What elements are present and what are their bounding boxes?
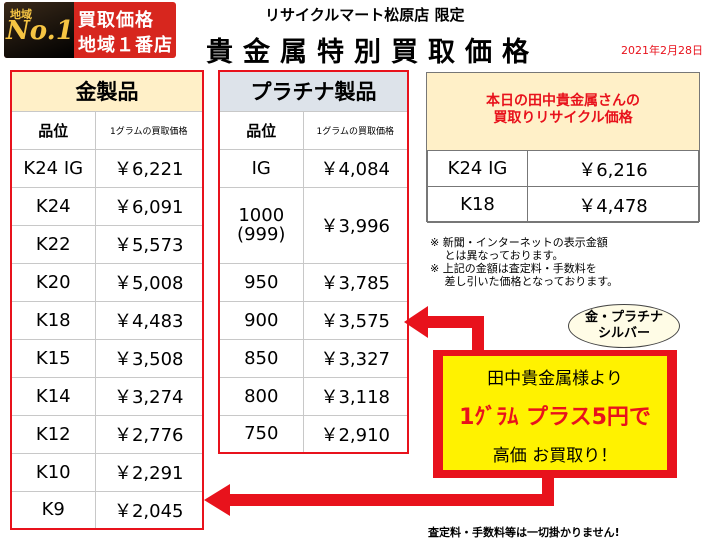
platinum-price-cell: ￥3,996: [302, 186, 409, 264]
platinum-price-cell: ￥3,785: [302, 262, 409, 302]
platinum-price-cell: ￥2,910: [302, 414, 409, 454]
tanaka-heading-line1: 本日の田中貴金属さんの: [486, 93, 640, 109]
gold-price-cell: ￥4,483: [94, 300, 204, 340]
note-line: 差し引いた価格となっております。: [430, 275, 619, 288]
platinum-price-cell: ￥3,327: [302, 338, 409, 378]
promo-line1: 田中貴金属様より: [487, 369, 623, 389]
gold-purity-cell: K24: [10, 186, 96, 226]
promo-box: 田中貴金属様より 1ｸﾞﾗﾑ プラス5円で 高価 お買取り！: [433, 350, 677, 478]
note-line: ※ 新聞・インターネットの表示金額: [430, 236, 608, 249]
gold-purity-cell: K12: [10, 414, 96, 454]
platinum-purity-cell: 850: [218, 338, 304, 378]
gold-price-cell: ￥5,008: [94, 262, 204, 302]
bubble-line1: 金・プラチナ: [584, 310, 663, 325]
gold-price-cell: ￥2,045: [94, 490, 204, 530]
tanaka-reference-box: 本日の田中貴金属さんの 買取りリサイクル価格 K24 IG ￥6,216 K18 ￥…: [426, 72, 700, 223]
promo-line2: 1ｸﾞﾗﾑ プラス5円で: [459, 405, 651, 430]
footer-note: 査定料・手数料等は一切掛かりません!: [428, 526, 620, 539]
badge-line2: 地域１番店: [78, 35, 173, 56]
notes: ※ 新聞・インターネットの表示金額 とは異なっております。 ※ 上記の金額は査定…: [430, 236, 618, 288]
tanaka-purity-cell: K24 IG: [427, 150, 528, 187]
ranking-badge: 地域 No.1 買取価格 地域１番店: [4, 2, 176, 58]
tanaka-price-cell: ￥4,478: [527, 186, 699, 223]
gold-purity-cell: K20: [10, 262, 96, 302]
no1-emblem: 地域 No.1: [4, 2, 74, 58]
gold-purity-cell: K18: [10, 300, 96, 340]
gold-price-table: 金製品 品位 1グラムの買取価格 K24 IG ￥6,221 K24 ￥6,091 …: [10, 70, 204, 530]
platinum-purity-cell: 800: [218, 376, 304, 416]
note-line: とは異なっております。: [430, 249, 564, 262]
gold-price-cell: ￥6,091: [94, 186, 204, 226]
promo-line3: 高価 お買取り！: [492, 446, 618, 466]
gold-category-header: 金製品: [10, 70, 204, 112]
platinum-purity-cell: 750: [218, 414, 304, 454]
tanaka-purity-cell: K18: [427, 186, 528, 223]
page-title: 貴金属特別買取価格: [206, 37, 539, 68]
gold-price-cell: ￥3,274: [94, 376, 204, 416]
platinum-price-cell: ￥3,118: [302, 376, 409, 416]
platinum-category-header: プラチナ製品: [218, 70, 409, 112]
tanaka-price-cell: ￥6,216: [527, 150, 699, 187]
gold-price-cell: ￥2,776: [94, 414, 204, 454]
date-label: 2021年2月28日: [621, 44, 703, 57]
arrow-to-gold-k9: [204, 476, 554, 516]
platinum-price-cell: ￥3,575: [302, 300, 409, 340]
gold-price-cell: ￥2,291: [94, 452, 204, 492]
metal-bubble: 金・プラチナ シルバー: [568, 304, 680, 348]
arrow-to-platinum-900: [404, 306, 484, 352]
gold-purity-cell: K24 IG: [10, 148, 96, 188]
tanaka-price-table: K24 IG ￥6,216 K18 ￥4,478: [427, 150, 699, 223]
platinum-price-table: プラチナ製品 品位 1グラムの買取価格 IG ￥4,084 1000 (999) ￥…: [218, 70, 409, 454]
tanaka-heading: 本日の田中貴金属さんの 買取りリサイクル価格: [427, 73, 699, 150]
tanaka-heading-line2: 買取りリサイクル価格: [493, 110, 633, 126]
platinum-price-cell: ￥4,084: [302, 148, 409, 188]
note-line: ※ 上記の金額は査定料・手数料を: [430, 262, 597, 275]
gold-purity-cell: K9: [10, 490, 96, 530]
gold-purity-header: 品位: [10, 110, 96, 150]
badge-area-label: 地域: [10, 8, 32, 21]
gold-purity-cell: K22: [10, 224, 96, 264]
store-subhead: リサイクルマート松原店 限定: [265, 6, 465, 24]
platinum-purity-cell: 950: [218, 262, 304, 302]
gold-price-cell: ￥5,573: [94, 224, 204, 264]
gold-purity-cell: K10: [10, 452, 96, 492]
platinum-price-header: 1グラムの買取価格: [302, 110, 409, 150]
bubble-line2: シルバー: [597, 326, 650, 341]
badge-no1-label: No.1: [6, 16, 74, 46]
badge-line1: 買取価格: [78, 10, 154, 31]
promo-inner: 田中貴金属様より 1ｸﾞﾗﾑ プラス5円で 高価 お買取り！: [443, 356, 667, 470]
gold-purity-cell: K14: [10, 376, 96, 416]
